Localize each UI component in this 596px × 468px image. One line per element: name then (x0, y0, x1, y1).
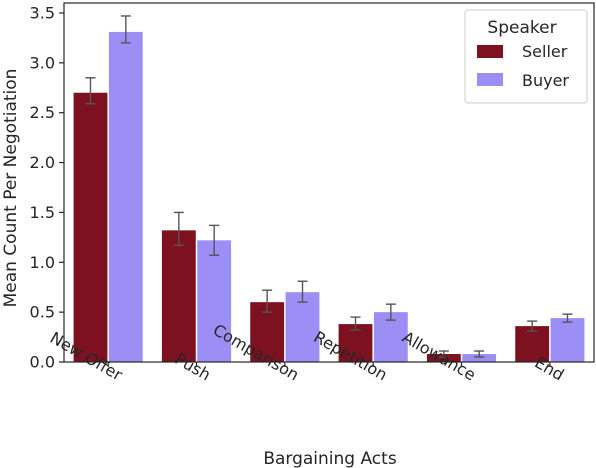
y-tick-label: 0.0 (30, 353, 55, 372)
error-bar-seller-new-offer (85, 77, 96, 105)
error-bar-buyer-push (209, 224, 220, 256)
x-axis-title: Bargaining Acts (263, 449, 397, 468)
error-bar-seller-end (527, 320, 538, 332)
error-bar-buyer-comparison (297, 280, 308, 303)
bar-buyer-allowance (462, 354, 497, 362)
error-bar-seller-allowance (438, 350, 449, 358)
bar-seller-end (515, 326, 550, 362)
y-tick-label: 3.5 (30, 3, 55, 22)
bar-buyer-end (550, 318, 585, 362)
error-bars-layer (85, 15, 573, 358)
y-axis-title: Mean Count Per Negotiation (1, 69, 21, 308)
bars-layer (73, 31, 585, 363)
y-tick-label: 1.0 (30, 253, 55, 272)
y-tick-label: 2.0 (30, 153, 55, 172)
legend-title: Speaker (487, 18, 556, 38)
y-axis: 0.0 0.5 1.0 1.5 2.0 2.5 3.0 3.5 (30, 3, 64, 372)
error-bar-seller-repetition (350, 316, 361, 331)
error-bar-seller-push (173, 211, 184, 247)
legend-swatch-buyer (477, 73, 503, 86)
bar-seller-new-offer (73, 92, 108, 362)
legend: Speaker Seller Buyer (464, 9, 588, 104)
error-bar-seller-comparison (262, 289, 273, 313)
plot-frame (63, 2, 595, 363)
y-tick-label: 0.5 (30, 303, 55, 322)
error-bar-buyer-allowance (474, 350, 485, 358)
error-bar-buyer-repetition (385, 303, 396, 321)
y-tick-label: 3.0 (30, 53, 55, 72)
error-bar-buyer-end (562, 313, 573, 323)
bar-seller-push (161, 230, 196, 362)
y-tick-label: 1.5 (30, 203, 55, 222)
error-bar-buyer-new-offer (120, 15, 131, 44)
legend-swatch-seller (477, 45, 503, 58)
bar-buyer-push (197, 240, 232, 362)
bar-seller-allowance (426, 354, 461, 362)
legend-label-buyer: Buyer (522, 71, 569, 90)
bar-buyer-new-offer (108, 31, 143, 363)
legend-label-seller: Seller (522, 42, 568, 61)
y-tick-label: 2.5 (30, 103, 55, 122)
bar-buyer-comparison (285, 292, 320, 362)
